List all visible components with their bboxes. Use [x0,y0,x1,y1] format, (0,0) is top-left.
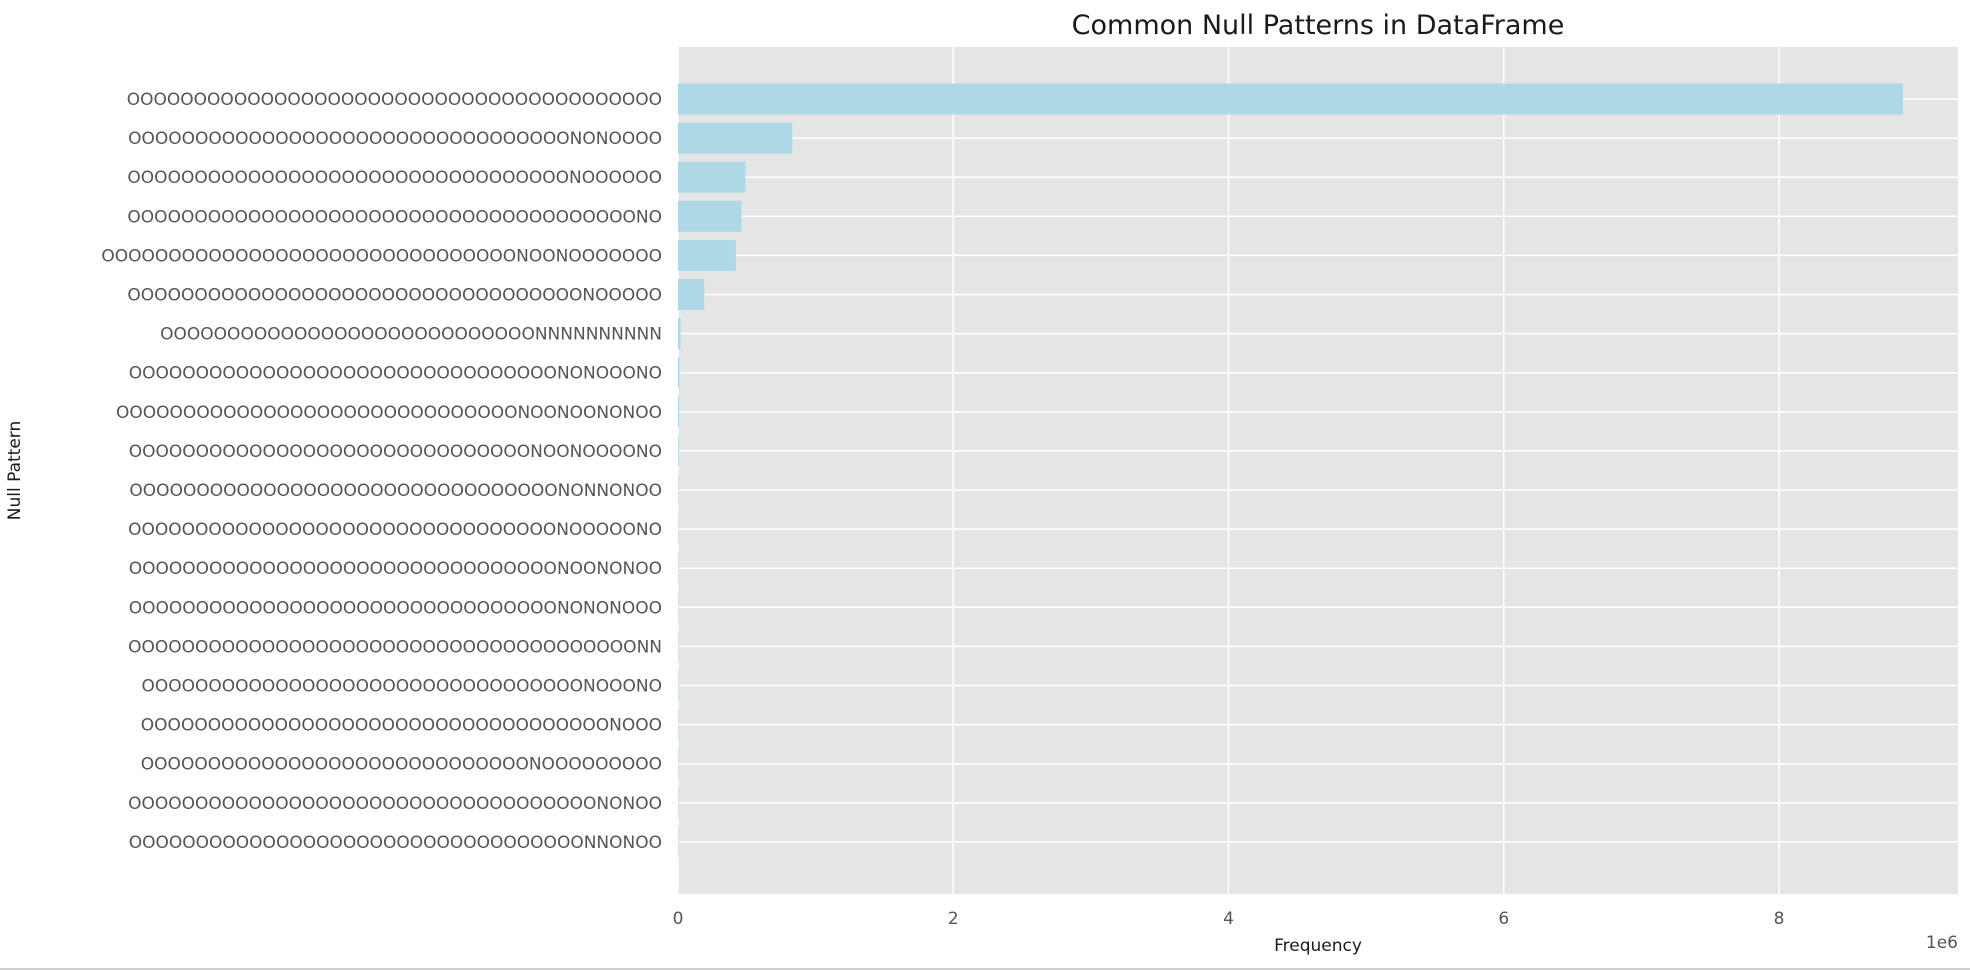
bar [678,239,736,271]
bar [678,670,679,701]
y-tick-label: OOOOOOOOOOOOOOOOOOOOOOOOOOOOOOOOOOONONOO [128,794,662,814]
bar [678,748,679,780]
bar [678,591,679,623]
y-tick-label: OOOOOOOOOOOOOOOOOOOOOOOOOOOOOOOOOOOOOOOO [127,90,662,110]
x-tick-label: 6 [1498,909,1509,929]
bar [678,161,746,193]
y-tick-label: OOOOOOOOOOOOOOOOOOOOOOOOOOOOOONOONOONONO… [116,403,662,423]
y-tick-labels: OOOOOOOOOOOOOOOOOOOOOOOOOOOOOOOOOOOOOOOO… [101,90,662,853]
y-axis-label: Null Pattern [5,421,25,521]
y-tick-label: OOOOOOOOOOOOOOOOOOOOOOOOOOOOOOOONONNONOO [129,481,662,501]
y-tick-label: OOOOOOOOOOOOOOOOOOOOOOOOOOOOOONOONOOOONO [129,442,662,462]
bar [678,552,679,584]
y-tick-label: OOOOOOOOOOOOOOOOOOOOOOOOOOOOOOOOOOOOOONO [127,207,662,227]
y-tick-label: OOOOOOOOOOOOOOOOOOOOOOOOOOOOOOOONONONOOO [129,598,662,618]
bar [678,396,680,428]
y-tick-label: OOOOOOOOOOOOOOOOOOOOOOOOOOOOOOOOOOONOOO [141,716,662,736]
bar [678,357,680,389]
bar [678,826,679,858]
y-tick-label: OOOOOOOOOOOOOOOOOOOOOOOOOOOOOOOONONOOONO [129,364,662,384]
x-tick-label: 0 [673,909,684,929]
x-axis-offset-label: 1e6 [1926,933,1958,953]
bar [678,474,679,506]
y-tick-label: OOOOOOOOOOOOOOOOOOOOOOOOOOOONNNNNNNNNN [160,325,662,345]
x-axis-label: Frequency [1274,936,1362,956]
chart-title: Common Null Patterns in DataFrame [1072,10,1565,41]
bar [678,83,1903,115]
y-tick-label: OOOOOOOOOOOOOOOOOOOOOOOOOOOOOOOOONOOOOOO [127,168,662,188]
bar [678,709,679,741]
bar [678,787,679,819]
x-tick-label: 2 [948,909,959,929]
y-tick-label: OOOOOOOOOOOOOOOOOOOOOOOOOOOOOOOONOONONOO [129,559,662,579]
y-tick-label: OOOOOOOOOOOOOOOOOOOOOOOOOOOOONOOOOOOOOO [141,755,662,775]
bar [678,513,679,545]
bar [678,318,681,350]
y-tick-label: OOOOOOOOOOOOOOOOOOOOOOOOOOOOOOOOOONNONOO [129,833,662,853]
y-tick-label: OOOOOOOOOOOOOOOOOOOOOOOOOOOOOOOOONOOONO [141,677,662,697]
x-tick-labels: 0 2 4 6 8 [673,909,1785,929]
y-tick-label: OOOOOOOOOOOOOOOOOOOOOOOOOOOOOOOOONONOOOO [128,129,662,149]
bars [678,83,1903,858]
bar [678,630,679,662]
window-bottom-border [0,968,1970,970]
y-tick-label: OOOOOOOOOOOOOOOOOOOOOOOOOOOOOOOOOOOOOONN [128,637,662,657]
x-tick-label: 4 [1223,909,1234,929]
plot-area [678,47,1958,894]
y-tick-label: OOOOOOOOOOOOOOOOOOOOOOOOOOOOOOOONOOOOONO [128,520,662,540]
bar [678,435,679,467]
y-tick-label: OOOOOOOOOOOOOOOOOOOOOOOOOOOOOOONOONOOOOO… [101,246,662,266]
bar [678,200,742,232]
x-tick-label: 8 [1774,909,1785,929]
bar [678,122,793,154]
bar [678,279,705,310]
y-tick-label: OOOOOOOOOOOOOOOOOOOOOOOOOOOOOOOOOONOOOOO [127,286,662,306]
